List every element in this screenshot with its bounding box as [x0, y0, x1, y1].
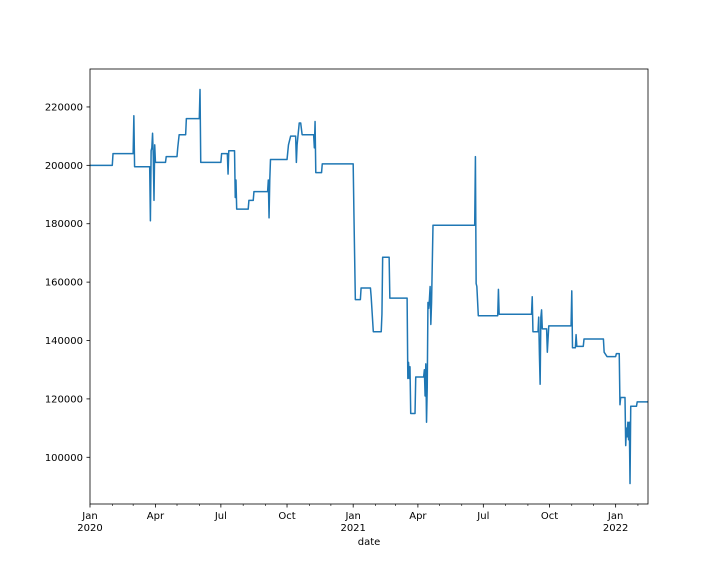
x-tick-label: Jul	[214, 511, 227, 522]
x-tick-year-label: 2020	[77, 523, 102, 534]
y-tick-label: 100000	[45, 453, 83, 464]
y-tick-label: 220000	[45, 102, 83, 113]
x-tick-year-label: 2022	[603, 523, 628, 534]
y-tick-label: 180000	[45, 219, 83, 230]
y-axis: 100000 120000 140000 160000 180000 200000 2200…	[45, 102, 90, 464]
x-tick-label: Oct	[541, 511, 558, 522]
x-tick-label: Apr	[409, 511, 427, 522]
x-axis-label: date	[358, 537, 381, 548]
x-tick-year-label: 2021	[340, 523, 365, 534]
x-tick-label: Oct	[278, 511, 295, 522]
y-tick-label: 120000	[45, 394, 83, 405]
x-tick-label: Jul	[476, 511, 489, 522]
y-tick-label: 200000	[45, 161, 83, 172]
x-tick-label: Apr	[147, 511, 165, 522]
series-line	[90, 88, 648, 485]
plot-area	[89, 68, 649, 505]
x-tick-label: Jan	[607, 511, 623, 522]
y-tick-label: 140000	[45, 336, 83, 347]
axes-frame	[89, 68, 649, 505]
x-tick-label: Jan	[81, 511, 97, 522]
y-tick-label: 160000	[45, 278, 83, 289]
x-tick-label: Jan	[344, 511, 360, 522]
